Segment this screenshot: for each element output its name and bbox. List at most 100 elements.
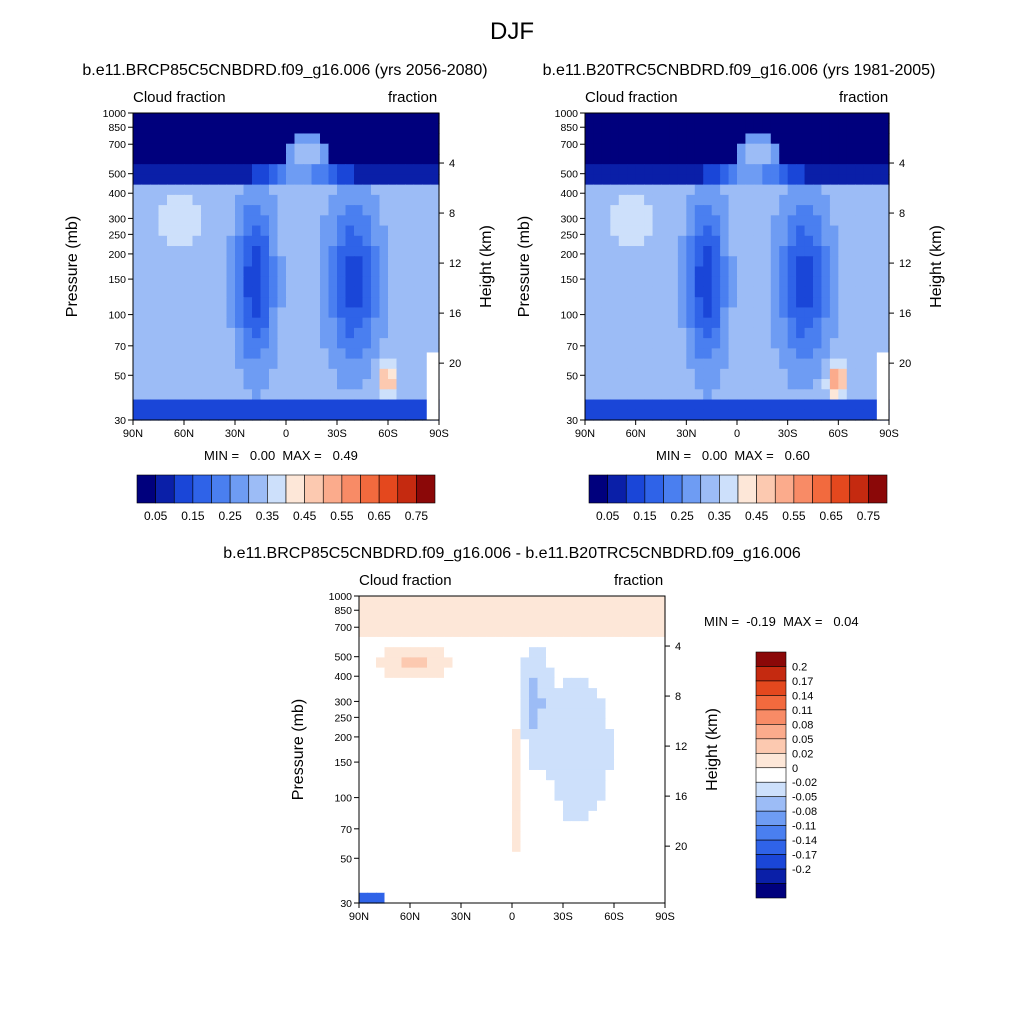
field-cell	[133, 389, 143, 401]
field-cell	[413, 215, 423, 227]
field-cell	[601, 133, 611, 145]
field-cell	[243, 297, 253, 309]
field-cell	[277, 317, 287, 329]
field-cell	[359, 831, 369, 843]
field-cell	[605, 790, 615, 802]
field-cell	[410, 667, 420, 679]
field-cell	[158, 194, 168, 206]
field-cell	[529, 769, 539, 781]
field-cell	[520, 667, 530, 679]
field-cell	[393, 831, 403, 843]
field-cell	[631, 872, 641, 884]
field-cell	[610, 246, 620, 257]
field-cell	[787, 358, 797, 370]
field-cell	[554, 800, 564, 812]
field-cell	[597, 882, 607, 894]
field-cell	[635, 215, 645, 227]
field-cell	[618, 276, 628, 288]
field-cell	[427, 759, 437, 771]
field-cell	[235, 123, 245, 135]
field-cell	[320, 307, 330, 319]
field-cell	[694, 143, 704, 155]
field-cell	[863, 215, 873, 227]
field-cell	[235, 307, 245, 319]
field-cell	[379, 317, 389, 329]
field-cell	[328, 246, 338, 257]
field-cell	[601, 297, 611, 309]
field-cell	[762, 113, 772, 124]
field-cell	[405, 399, 415, 411]
field-cell	[644, 286, 654, 298]
field-cell	[141, 133, 151, 145]
field-cell	[745, 225, 755, 237]
field-cell	[150, 113, 160, 124]
field-cell	[703, 348, 713, 360]
field-cell	[303, 164, 313, 175]
field-cell	[277, 297, 287, 309]
field-cell	[563, 616, 573, 628]
field-cell	[779, 256, 789, 268]
field-cell	[252, 317, 262, 329]
field-cell	[413, 133, 423, 145]
field-cell	[444, 647, 454, 658]
field-cell	[337, 317, 347, 329]
field-cell	[635, 327, 645, 339]
field-cell	[737, 256, 747, 268]
field-cell	[469, 872, 479, 884]
field-cell	[644, 358, 654, 370]
field-cell	[648, 739, 658, 751]
field-cell	[571, 708, 581, 720]
field-cell	[529, 810, 539, 822]
field-cell	[639, 769, 649, 781]
field-cell	[601, 399, 611, 411]
field-cell	[821, 348, 831, 360]
field-cell	[478, 688, 488, 699]
field-cell	[413, 317, 423, 329]
field-cell	[627, 286, 637, 298]
field-cell	[804, 194, 814, 206]
y-tick-label: 50	[340, 853, 352, 865]
field-cell	[495, 851, 505, 863]
field-cell	[571, 636, 581, 648]
field-cell	[150, 286, 160, 298]
field-cell	[753, 348, 763, 360]
field-cell	[622, 882, 632, 894]
field-cell	[393, 667, 403, 679]
field-cell	[753, 194, 763, 206]
field-cell	[410, 862, 420, 873]
field-cell	[243, 307, 253, 319]
field-cell	[737, 133, 747, 145]
field-cell	[614, 718, 624, 730]
field-cell	[201, 327, 211, 339]
field-cell	[796, 358, 806, 370]
field-cell	[652, 123, 662, 135]
field-cell	[770, 205, 780, 216]
field-cell	[753, 205, 763, 216]
y-tick-label: 250	[108, 229, 126, 241]
field-cell	[427, 821, 437, 832]
field-cell	[150, 368, 160, 380]
field-cell	[571, 626, 581, 638]
field-cell	[770, 276, 780, 288]
field-cell	[469, 759, 479, 771]
colorbar-swatch	[793, 474, 813, 504]
field-cell	[371, 409, 381, 421]
field-cell	[435, 841, 445, 853]
field-cell	[384, 677, 394, 689]
field-cell	[444, 667, 454, 679]
field-cell	[410, 882, 420, 894]
field-cell	[503, 892, 513, 904]
field-cell	[150, 235, 160, 247]
field-cell	[779, 205, 789, 216]
field-cell	[737, 348, 747, 360]
field-cell	[580, 780, 590, 792]
field-cell	[669, 153, 679, 165]
x-tick-label: 0	[734, 428, 740, 440]
field-cell	[418, 667, 428, 679]
colorbar-label: 0.08	[792, 719, 813, 731]
field-cell	[648, 729, 658, 740]
field-cell	[711, 276, 721, 288]
field-cell	[226, 338, 236, 349]
field-cell	[644, 246, 654, 257]
field-cell	[461, 862, 471, 873]
